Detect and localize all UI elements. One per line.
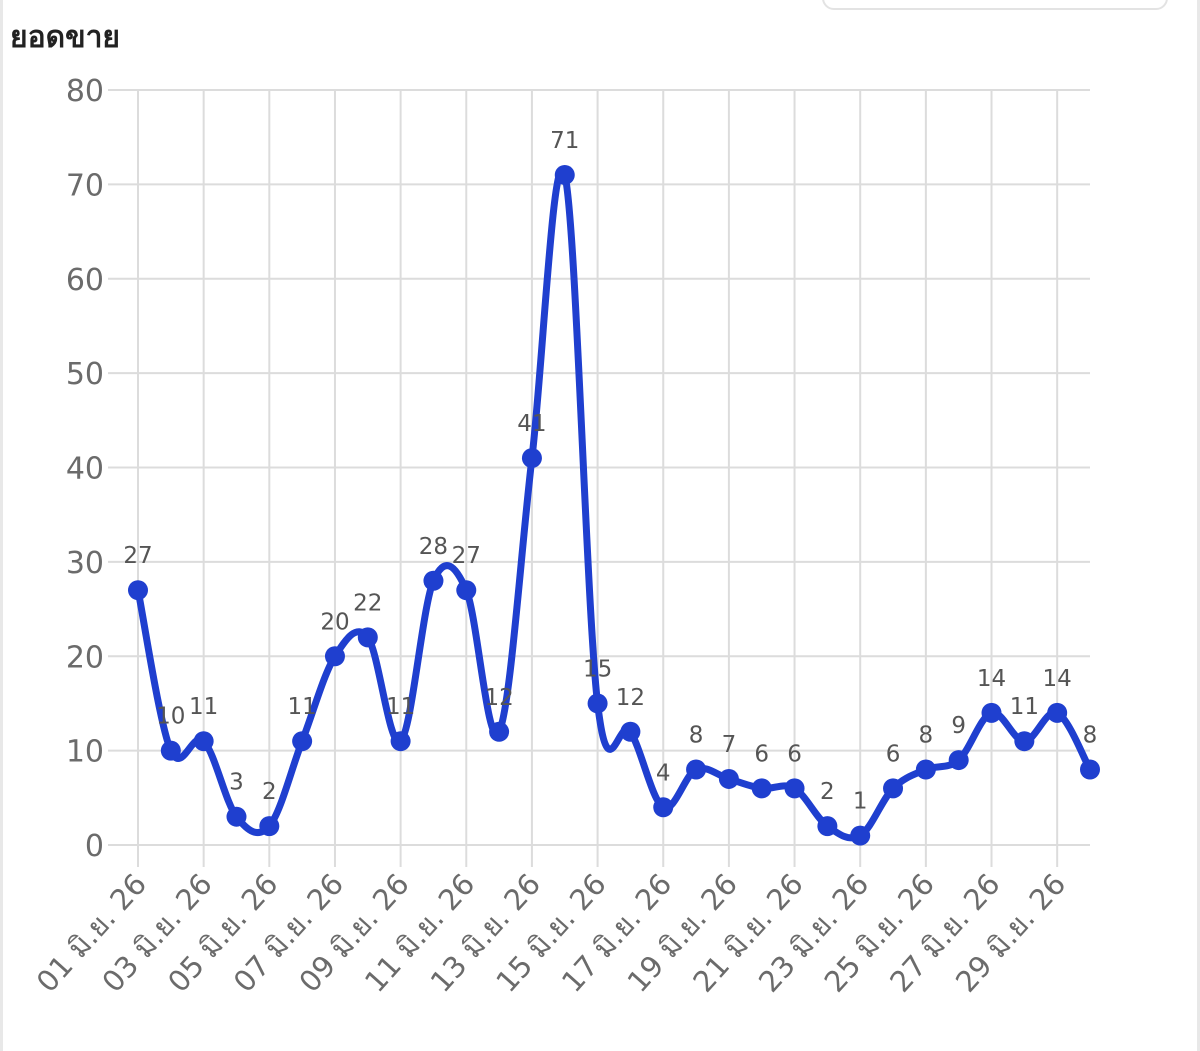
data-point xyxy=(981,702,1002,723)
data-label: 9 xyxy=(951,713,966,739)
data-label: 11 xyxy=(1010,694,1039,720)
data-label: 8 xyxy=(1083,723,1098,749)
data-point xyxy=(850,825,871,846)
data-point xyxy=(915,759,936,780)
data-point xyxy=(1047,702,1068,723)
data-point xyxy=(686,759,707,780)
y-tick-label: 20 xyxy=(66,640,104,675)
series-line xyxy=(134,166,1094,842)
data-label: 8 xyxy=(689,723,704,749)
data-label: 14 xyxy=(1043,666,1072,692)
left-frame-edge xyxy=(0,0,3,1051)
data-point xyxy=(554,164,575,185)
data-label: 12 xyxy=(616,685,645,711)
data-point xyxy=(423,570,444,591)
data-point xyxy=(1014,731,1035,752)
right-frame-edge xyxy=(1197,0,1200,1051)
data-label: 2 xyxy=(820,779,835,805)
data-label: 7 xyxy=(722,732,737,758)
data-point xyxy=(226,806,247,827)
y-tick-label: 0 xyxy=(85,829,104,864)
data-label: 11 xyxy=(287,694,316,720)
data-point xyxy=(620,721,641,742)
data-point xyxy=(160,740,181,761)
data-point xyxy=(259,816,280,837)
data-label: 1 xyxy=(853,789,868,815)
data-point xyxy=(521,448,542,469)
data-point xyxy=(489,721,510,742)
data-point xyxy=(817,816,838,837)
data-label: 27 xyxy=(123,543,152,569)
data-label: 11 xyxy=(386,694,415,720)
data-point xyxy=(883,778,904,799)
data-point xyxy=(390,731,411,752)
data-point xyxy=(1080,759,1100,780)
data-label: 2 xyxy=(262,779,277,805)
data-label: 8 xyxy=(919,723,934,749)
data-label: 6 xyxy=(754,741,769,767)
data-label: 15 xyxy=(583,656,612,682)
data-point xyxy=(751,778,772,799)
y-tick-label: 10 xyxy=(66,735,104,770)
data-point xyxy=(784,778,805,799)
y-tick-label: 80 xyxy=(66,74,104,109)
y-tick-label: 50 xyxy=(66,357,104,392)
data-point xyxy=(653,797,674,818)
data-label: 20 xyxy=(320,609,349,635)
data-label: 10 xyxy=(156,704,185,730)
data-point xyxy=(128,580,148,601)
y-tick-label: 40 xyxy=(66,452,104,487)
data-label: 6 xyxy=(886,741,901,767)
data-point xyxy=(324,646,345,667)
data-point xyxy=(292,731,313,752)
chart-title: ยอดขาย xyxy=(10,20,121,55)
data-point xyxy=(948,750,969,771)
data-point xyxy=(193,731,214,752)
data-point xyxy=(587,693,608,714)
data-label: 11 xyxy=(189,694,218,720)
data-label: 4 xyxy=(656,760,671,786)
data-point xyxy=(357,627,378,648)
data-label: 3 xyxy=(229,770,244,796)
data-label: 71 xyxy=(550,128,579,154)
data-label: 27 xyxy=(452,543,481,569)
data-label: 41 xyxy=(517,411,546,437)
data-label: 28 xyxy=(419,534,448,560)
y-tick-label: 30 xyxy=(66,546,104,581)
data-label: 22 xyxy=(353,590,382,616)
data-point xyxy=(456,580,477,601)
y-tick-label: 70 xyxy=(66,168,104,203)
data-point xyxy=(718,768,739,789)
data-label: 6 xyxy=(787,741,802,767)
data-label: 12 xyxy=(484,685,513,711)
y-tick-label: 60 xyxy=(66,263,104,298)
data-label: 14 xyxy=(977,666,1006,692)
